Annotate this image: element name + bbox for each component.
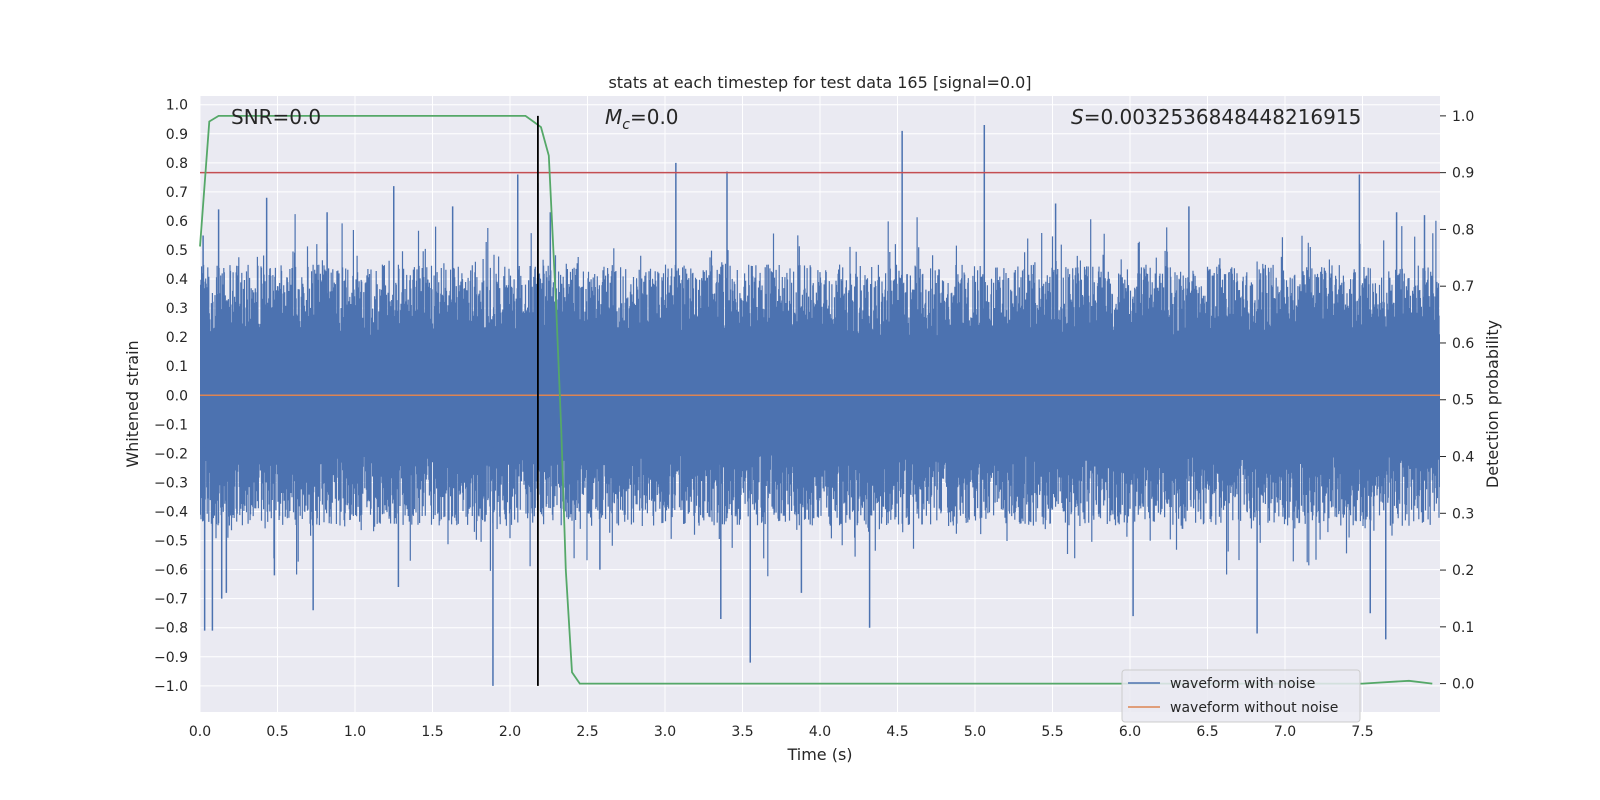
y-tick-label: −0.1 xyxy=(154,417,188,433)
y-right-tick-label: 0.3 xyxy=(1452,506,1474,522)
x-tick-label: 3.5 xyxy=(731,724,753,740)
x-axis-label: Time (s) xyxy=(786,745,852,764)
x-tick-label: 2.5 xyxy=(576,724,598,740)
y-tick-label: 0.2 xyxy=(166,330,188,346)
x-tick-label: 4.0 xyxy=(809,724,831,740)
x-tick-label: 7.0 xyxy=(1274,724,1296,740)
y-right-tick-label: 0.8 xyxy=(1452,222,1474,238)
x-tick-label: 1.0 xyxy=(344,724,366,740)
y-tick-label: 0.1 xyxy=(166,359,188,375)
x-tick-label: 1.5 xyxy=(421,724,443,740)
y-tick-label: −0.5 xyxy=(154,534,188,550)
detection-probability-line xyxy=(199,115,1433,685)
y-tick-label: 0.7 xyxy=(166,185,188,201)
y-tick-label: 0.0 xyxy=(166,388,188,404)
x-tick-label: 5.5 xyxy=(1041,724,1063,740)
y-tick-label: 0.9 xyxy=(166,127,188,143)
x-tick-label: 0.0 xyxy=(189,724,211,740)
y-right-tick-label: 0.6 xyxy=(1452,336,1474,352)
y-tick-label: −0.3 xyxy=(154,475,188,491)
chart-title: stats at each timestep for test data 165… xyxy=(608,73,1031,92)
y-right-tick-label: 0.4 xyxy=(1452,450,1474,466)
y-right-tick-label: 0.2 xyxy=(1452,563,1474,579)
y-right-tick-label: 0.7 xyxy=(1452,279,1474,295)
legend-label-waveform-with-noise: waveform with noise xyxy=(1170,676,1315,692)
x-tick-label: 7.5 xyxy=(1351,724,1373,740)
y-tick-label: −0.8 xyxy=(154,621,188,637)
y-right-tick-label: 0.1 xyxy=(1452,620,1474,636)
y-tick-label: −0.9 xyxy=(154,650,188,666)
y-right-axis-label: Detection probability xyxy=(1483,320,1502,488)
legend-label-waveform-without-noise: waveform without noise xyxy=(1170,700,1338,716)
x-tick-label: 6.0 xyxy=(1119,724,1141,740)
series-detection-probability xyxy=(199,115,1433,685)
x-tick-label: 3.0 xyxy=(654,724,676,740)
y-right-tick-label: 0.0 xyxy=(1452,677,1474,693)
y-axis-ticks: 1.0 0.9 0.8 0.7 0.6 0.5 0.4 0.3 0.2 0.1 0.0 −0.1 −0.… xyxy=(154,98,188,695)
y-tick-label: −0.6 xyxy=(154,563,188,579)
y-tick-label: −0.4 xyxy=(154,505,188,521)
y-axis-label: Whitened strain xyxy=(123,340,142,467)
y-tick-label: 0.3 xyxy=(166,301,188,317)
y-tick-label: 1.0 xyxy=(166,98,188,114)
x-tick-label: 2.0 xyxy=(499,724,521,740)
mc-value: =0.0 xyxy=(630,105,679,129)
mc-annotation: Mc=0.0 xyxy=(605,105,679,133)
x-tick-label: 0.5 xyxy=(266,724,288,740)
x-tick-label: 5.0 xyxy=(964,724,986,740)
y-right-tick-label: 0.9 xyxy=(1452,166,1474,182)
y-tick-label: 0.8 xyxy=(166,156,188,172)
mc-subscript: c xyxy=(622,117,630,133)
s-symbol: S xyxy=(1071,105,1084,129)
s-annotation: S=0.0032536848448216915 xyxy=(1071,105,1361,129)
y-right-tick-label: 1.0 xyxy=(1452,109,1474,125)
y-right-tick-label: 0.5 xyxy=(1452,393,1474,409)
legend: waveform with noise waveform without noi… xyxy=(1121,669,1361,723)
snr-annotation: SNR=0.0 xyxy=(231,105,321,129)
mc-symbol: M xyxy=(605,105,622,129)
s-value: =0.0032536848448216915 xyxy=(1084,105,1362,129)
y-tick-label: 0.5 xyxy=(166,243,188,259)
x-axis-ticks: 0.0 0.5 1.0 1.5 2.0 2.5 3.0 3.5 4.0 4.5 5.0 5.5 6.0 6… xyxy=(189,724,1374,740)
x-tick-label: 6.5 xyxy=(1196,724,1218,740)
y-tick-label: −0.7 xyxy=(154,592,188,608)
y-tick-label: 0.4 xyxy=(166,272,188,288)
legend-box xyxy=(1121,669,1361,723)
x-tick-label: 4.5 xyxy=(886,724,908,740)
y-tick-label: 0.6 xyxy=(166,214,188,230)
y-tick-label: −0.2 xyxy=(154,446,188,462)
y-right-axis-ticks: 1.0 0.9 0.8 0.7 0.6 0.5 0.4 0.3 0.2 0.1 0.0 xyxy=(1440,109,1474,693)
y-tick-label: −1.0 xyxy=(154,679,188,695)
